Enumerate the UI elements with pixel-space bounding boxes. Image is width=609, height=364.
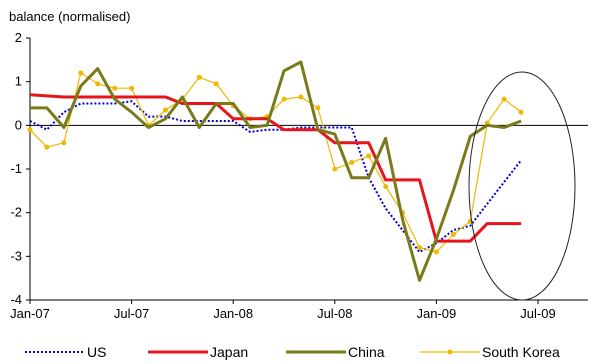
data-point-south-korea [315,105,321,111]
data-point-south-korea [332,166,338,172]
data-point-south-korea [349,159,355,165]
y-tick-label: 0 [15,117,22,132]
data-point-south-korea [501,96,507,102]
legend: US Japan China South Korea [25,344,560,360]
series-line-japan [29,93,522,243]
data-point-south-korea [450,232,456,237]
series-line-china [30,60,522,282]
legend-label-south-korea: South Korea [482,344,560,360]
data-point-south-korea [78,70,84,76]
y-tick-label: -3 [10,248,22,263]
legend-label-us: US [87,344,106,360]
data-point-south-korea [281,96,287,102]
data-point-south-korea [95,81,101,87]
y-tick-label: 2 [15,30,22,45]
y-tick-label: -2 [10,205,22,220]
series-layer [27,60,524,282]
data-point-south-korea [433,249,439,255]
y-tick-label: -4 [10,292,22,307]
data-point-south-korea [383,183,389,189]
data-point-south-korea [129,85,135,91]
y-tick-label: -1 [10,161,22,176]
highlight-ellipse [468,71,576,301]
x-tick-label: Jan-08 [213,306,253,321]
data-point-south-korea [162,107,168,113]
data-point-south-korea [518,109,524,115]
data-point-south-korea [61,140,67,146]
y-tick-label: 1 [15,74,22,89]
x-axis: Jan-07 Jul-07 Jan-08 Jul-08 Jan-09 Jul-09 [10,124,588,321]
data-point-south-korea [196,74,202,80]
x-tick-label: Jan-07 [10,306,50,321]
data-point-south-korea [416,245,422,251]
data-point-south-korea [44,144,50,150]
x-tick-label: Jul-08 [317,306,352,321]
x-tick-label: Jan-09 [417,306,457,321]
data-point-south-korea [298,94,304,100]
data-point-south-korea [213,81,219,87]
data-point-south-korea [27,127,33,133]
y-axis: 2 1 0 -1 -2 -3 -4 [10,30,31,307]
series-line-south-korea [29,72,522,253]
legend-label-china: China [348,344,385,360]
y-axis-label: balance (normalised) [9,9,130,24]
data-point-south-korea [366,153,372,159]
x-tick-label: Jul-07 [114,306,149,321]
legend-marker-south-korea [447,349,453,355]
legend-label-japan: Japan [210,344,248,360]
x-tick-label: Jul-09 [520,306,555,321]
data-point-south-korea [112,85,118,91]
